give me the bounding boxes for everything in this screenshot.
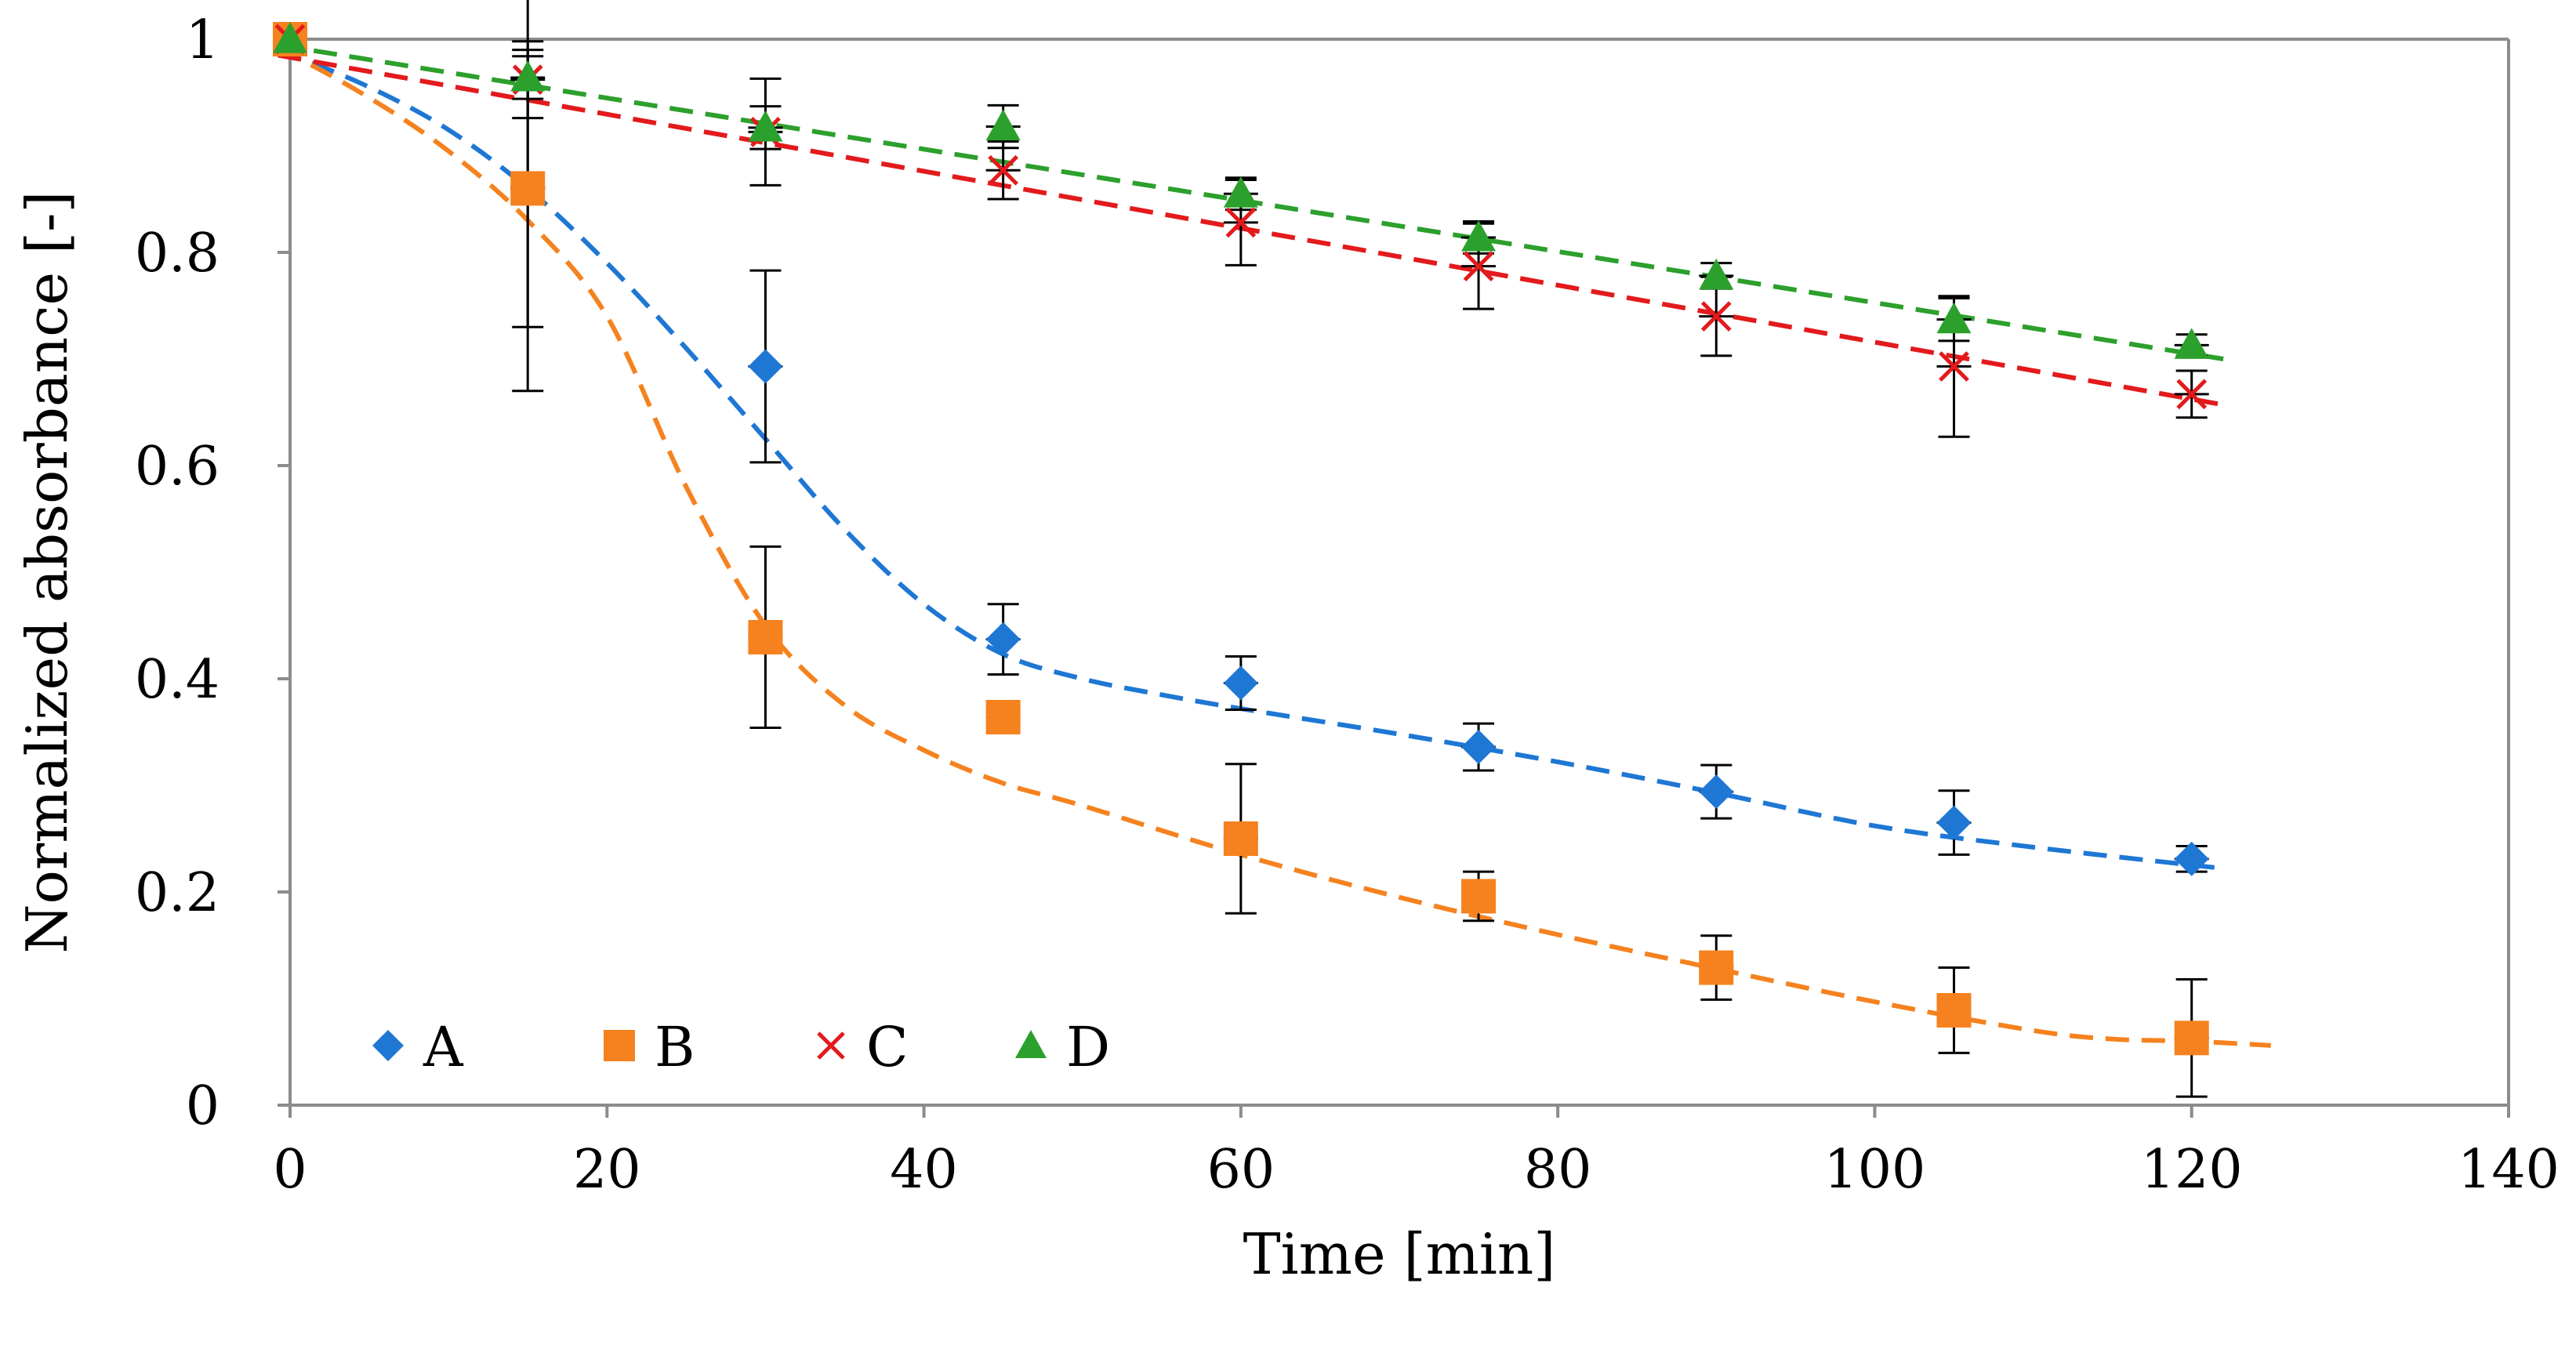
x-marker-stroke bbox=[1463, 251, 1494, 282]
legend-item-c: C bbox=[817, 1015, 909, 1079]
data-point-b bbox=[985, 699, 1021, 734]
data-point-d bbox=[510, 60, 546, 92]
data-point-a bbox=[1461, 730, 1497, 765]
x-tick-label: 20 bbox=[573, 1139, 641, 1201]
legend: A B C D bbox=[372, 1015, 1110, 1079]
data-point-b bbox=[1936, 992, 1972, 1028]
data-point-c bbox=[1225, 207, 1257, 238]
data-point-c bbox=[1463, 251, 1494, 282]
x-marker-stroke bbox=[1225, 207, 1257, 238]
legend-label-d: D bbox=[1066, 1015, 1110, 1079]
data-point-a bbox=[985, 622, 1021, 657]
data-point-d bbox=[273, 22, 307, 53]
data-point-a bbox=[1936, 805, 1972, 840]
x-tick-label: 60 bbox=[1207, 1139, 1275, 1201]
fit-curve-d bbox=[274, 42, 2224, 361]
x-tick-label: 140 bbox=[2458, 1139, 2560, 1201]
fit-curves bbox=[274, 42, 2271, 1048]
data-point-c bbox=[1939, 351, 1969, 382]
x-marker-stroke bbox=[2176, 379, 2208, 410]
data-point-b bbox=[1461, 879, 1497, 914]
data-point-b bbox=[1223, 821, 1258, 856]
legend-marker-a bbox=[372, 1030, 404, 1061]
x-tick-label: 100 bbox=[1824, 1139, 1926, 1201]
error-bars bbox=[273, 0, 2209, 1098]
x-tick-label: 0 bbox=[273, 1139, 307, 1201]
data-point-b bbox=[1699, 950, 1734, 985]
data-point-d bbox=[748, 110, 783, 142]
legend-marker-d bbox=[1015, 1030, 1047, 1058]
data-point-b bbox=[2174, 1021, 2209, 1056]
x-tick-label: 80 bbox=[1524, 1139, 1592, 1201]
y-tick-label: 0.8 bbox=[135, 223, 220, 285]
legend-item-d: D bbox=[1015, 1015, 1110, 1079]
y-tick-label: 0 bbox=[186, 1075, 220, 1137]
x-tick-label: 40 bbox=[890, 1139, 958, 1201]
legend-marker-b bbox=[604, 1030, 635, 1061]
data-point-a bbox=[748, 349, 783, 384]
data-point-a bbox=[2174, 841, 2209, 876]
x-marker-stroke bbox=[817, 1031, 845, 1060]
x-marker-stroke bbox=[1939, 351, 1969, 382]
data-markers bbox=[273, 22, 2209, 1056]
data-point-d bbox=[1461, 219, 1497, 252]
x-axis-title: Time [min] bbox=[1243, 1221, 1556, 1287]
y-tick-label: 0.4 bbox=[135, 649, 220, 711]
data-point-d bbox=[1223, 176, 1258, 208]
legend-item-a: A bbox=[372, 1015, 464, 1079]
data-point-c bbox=[2176, 379, 2208, 410]
data-point-d bbox=[1936, 302, 1972, 334]
legend-label-c: C bbox=[866, 1015, 909, 1079]
y-tick-label: 0.2 bbox=[135, 862, 220, 924]
fit-curve-c bbox=[274, 52, 2224, 408]
data-point-a bbox=[1223, 665, 1258, 701]
fit-curve-a bbox=[274, 48, 2224, 872]
legend-item-b: B bbox=[604, 1015, 695, 1079]
y-tick-label: 0.6 bbox=[135, 436, 220, 498]
data-point-b bbox=[748, 619, 783, 654]
y-tick-label: 1 bbox=[186, 9, 220, 71]
tick-labels: 0 20 40 60 80 100 120 140 0 0.2 0.4 0.6 0.8 1 bbox=[135, 9, 2560, 1201]
legend-marker-c bbox=[817, 1031, 845, 1060]
data-point-d bbox=[1699, 258, 1734, 290]
data-point-c bbox=[988, 154, 1019, 186]
data-point-d bbox=[2174, 328, 2209, 359]
data-point-a bbox=[1699, 774, 1734, 810]
data-point-d bbox=[985, 109, 1021, 141]
legend-label-a: A bbox=[423, 1015, 464, 1079]
data-point-b bbox=[510, 171, 546, 206]
legend-label-b: B bbox=[655, 1015, 695, 1079]
y-axis-title: Normalized absorbance [-] bbox=[14, 191, 80, 954]
data-point-c bbox=[1700, 301, 1732, 332]
x-marker-stroke bbox=[988, 154, 1019, 186]
x-tick-label: 120 bbox=[2141, 1139, 2243, 1201]
axes bbox=[278, 38, 2510, 1118]
x-marker-stroke bbox=[1700, 301, 1732, 332]
